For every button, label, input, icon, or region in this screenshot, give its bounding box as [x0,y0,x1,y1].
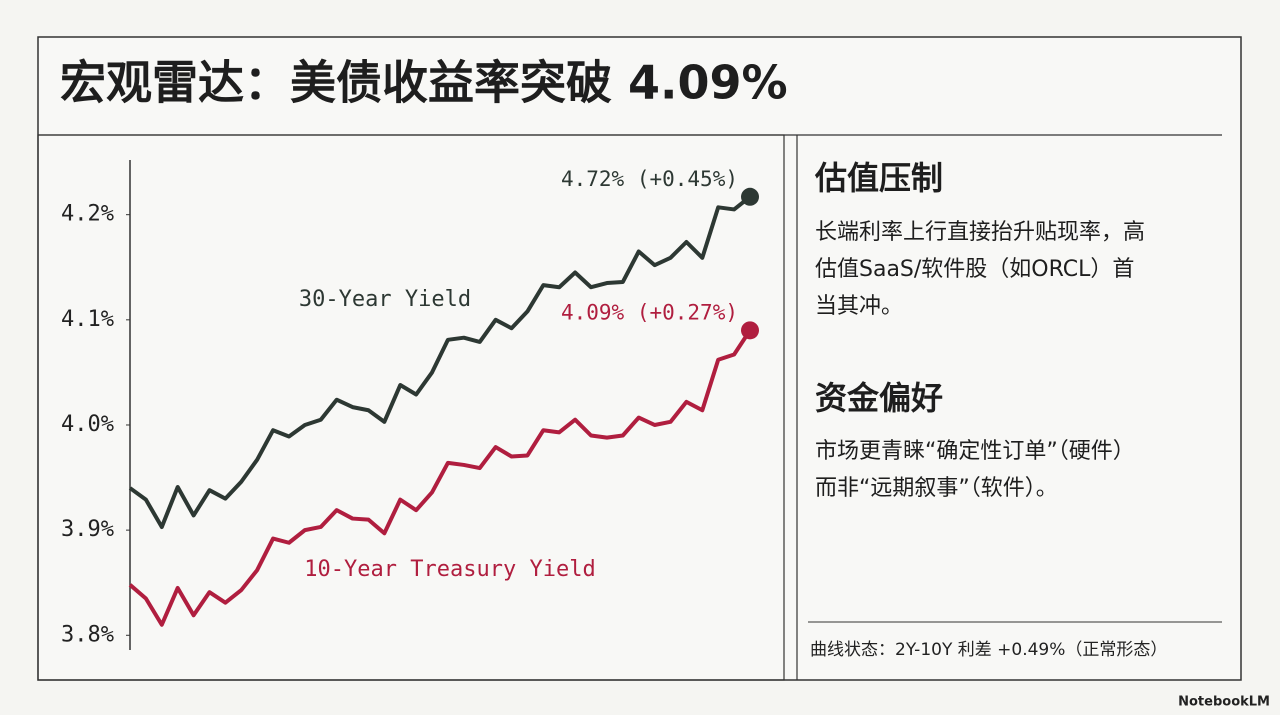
chart-frame [37,134,785,681]
body-text: 当其冲。 [815,294,903,319]
footer: 曲线状态：2Y-10Y 利差 +0.49%（正常形态） [810,640,1167,660]
body-text: 市场更青睐“确定性订单”（硬件） [815,439,1135,464]
y-tick-label: 3.9% [61,517,114,542]
title: 宏观雷达：美债收益率突破 4.09% [60,56,788,110]
y-tick-label: 4.1% [61,307,114,332]
annotation: 4.09% (+0.27%) [561,300,738,324]
section-heading: 资金偏好 [815,379,943,417]
y-tick-label: 4.0% [61,412,114,437]
end-marker [741,187,759,206]
body-text: 而非“远期叙事”（软件）。 [815,476,1058,501]
y-tick-label: 3.8% [61,622,114,647]
series-label: 30-Year Yield [299,287,471,312]
outer-frame [37,36,1242,681]
series-label: 10-Year Treasury Yield [304,557,595,582]
series-line [128,329,752,627]
y-tick-label: 4.2% [61,202,114,227]
annotation: 4.72% (+0.45%) [561,167,738,191]
section-heading: 估值压制 [814,159,943,197]
watermark: NotebookLM [1178,695,1270,710]
end-marker [741,321,759,340]
body-text: 估值SaaS/软件股（如ORCL）首 [815,257,1134,282]
series-line [128,195,752,529]
body-text: 长端利率上行直接抬升贴现率，高 [815,220,1145,245]
